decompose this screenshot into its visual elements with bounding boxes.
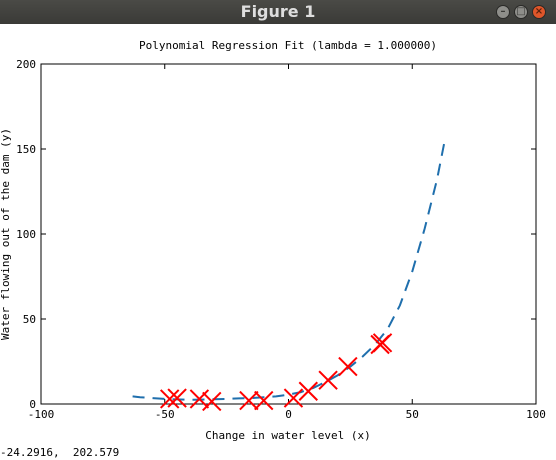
x-axis-label: Change in water level (x) bbox=[205, 429, 371, 442]
marker-stroke bbox=[338, 356, 358, 377]
x-tick-label: 50 bbox=[406, 408, 419, 421]
data-point-marker bbox=[318, 370, 338, 390]
marker-stroke bbox=[159, 389, 180, 409]
y-axis-label: Water flowing out of the dam (y) bbox=[0, 128, 12, 340]
coordinate-readout: -24.2916, 202.579 bbox=[0, 446, 120, 459]
data-point-marker bbox=[167, 388, 187, 408]
data-point-marker bbox=[159, 389, 180, 409]
x-tick-label: -100 bbox=[28, 408, 55, 421]
marker-stroke bbox=[202, 391, 222, 412]
minimize-icon[interactable]: – bbox=[496, 5, 510, 19]
marker-stroke bbox=[298, 381, 319, 401]
y-tick-label: 200 bbox=[16, 58, 36, 71]
close-icon[interactable]: × bbox=[532, 5, 546, 19]
figure-canvas[interactable]: Polynomial Regression Fit (lambda = 1.00… bbox=[0, 24, 556, 446]
marker-stroke bbox=[189, 389, 210, 409]
data-point-marker bbox=[338, 356, 358, 377]
marker-stroke bbox=[318, 370, 338, 390]
axes-frame bbox=[40, 63, 537, 405]
marker-stroke bbox=[167, 388, 187, 408]
maximize-icon[interactable]: □ bbox=[514, 5, 528, 19]
data-point-marker bbox=[202, 391, 222, 412]
marker-stroke bbox=[283, 388, 304, 408]
data-point-marker bbox=[254, 390, 274, 411]
data-point-marker bbox=[372, 333, 393, 353]
marker-stroke bbox=[254, 390, 274, 411]
y-tick-label: 50 bbox=[23, 313, 36, 326]
window-title: Figure 1 bbox=[240, 2, 316, 21]
y-tick-label: 0 bbox=[29, 398, 36, 411]
y-tick-label: 100 bbox=[16, 228, 36, 241]
chart-title: Polynomial Regression Fit (lambda = 1.00… bbox=[139, 39, 437, 52]
data-point-marker bbox=[298, 381, 319, 401]
marker-stroke bbox=[372, 333, 393, 353]
window-titlebar bbox=[0, 0, 556, 24]
x-tick-label: 0 bbox=[285, 408, 292, 421]
data-point-marker bbox=[283, 388, 304, 408]
x-tick-label: -50 bbox=[155, 408, 175, 421]
y-tick-label: 150 bbox=[16, 143, 36, 156]
fit-line bbox=[132, 142, 446, 401]
data-point-marker bbox=[189, 389, 210, 409]
marker-stroke bbox=[239, 390, 259, 411]
x-tick-label: 100 bbox=[526, 408, 546, 421]
data-point-marker bbox=[239, 390, 259, 411]
